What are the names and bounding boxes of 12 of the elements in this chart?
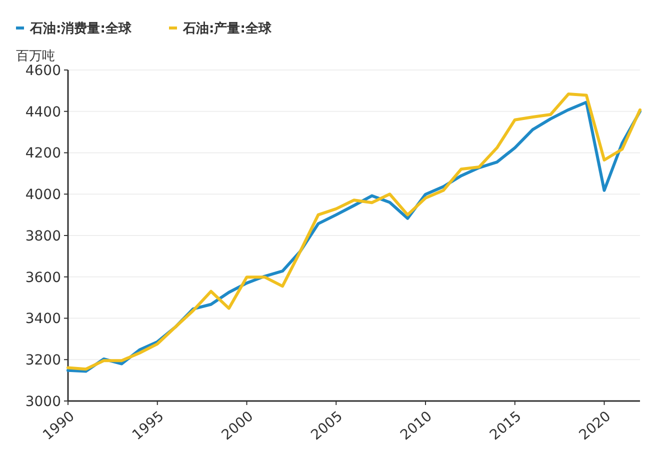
y-tick-label: 3000 (25, 394, 61, 410)
y-tick-label: 4400 (25, 104, 61, 120)
y-tick-label: 4600 (25, 62, 61, 79)
y-tick-label: 3600 (25, 270, 61, 286)
y-tick-label: 3400 (25, 311, 61, 328)
legend-label: 石油:产量:全球 (182, 20, 272, 37)
legend-label: 石油:消费量:全球 (29, 20, 132, 37)
y-tick-label: 4000 (25, 187, 61, 204)
y-tick-label: 4200 (25, 146, 61, 162)
y-tick-label: 3800 (25, 228, 61, 244)
y-tick-label: 3200 (25, 352, 61, 369)
y-axis-title: 百万吨 (16, 49, 55, 64)
